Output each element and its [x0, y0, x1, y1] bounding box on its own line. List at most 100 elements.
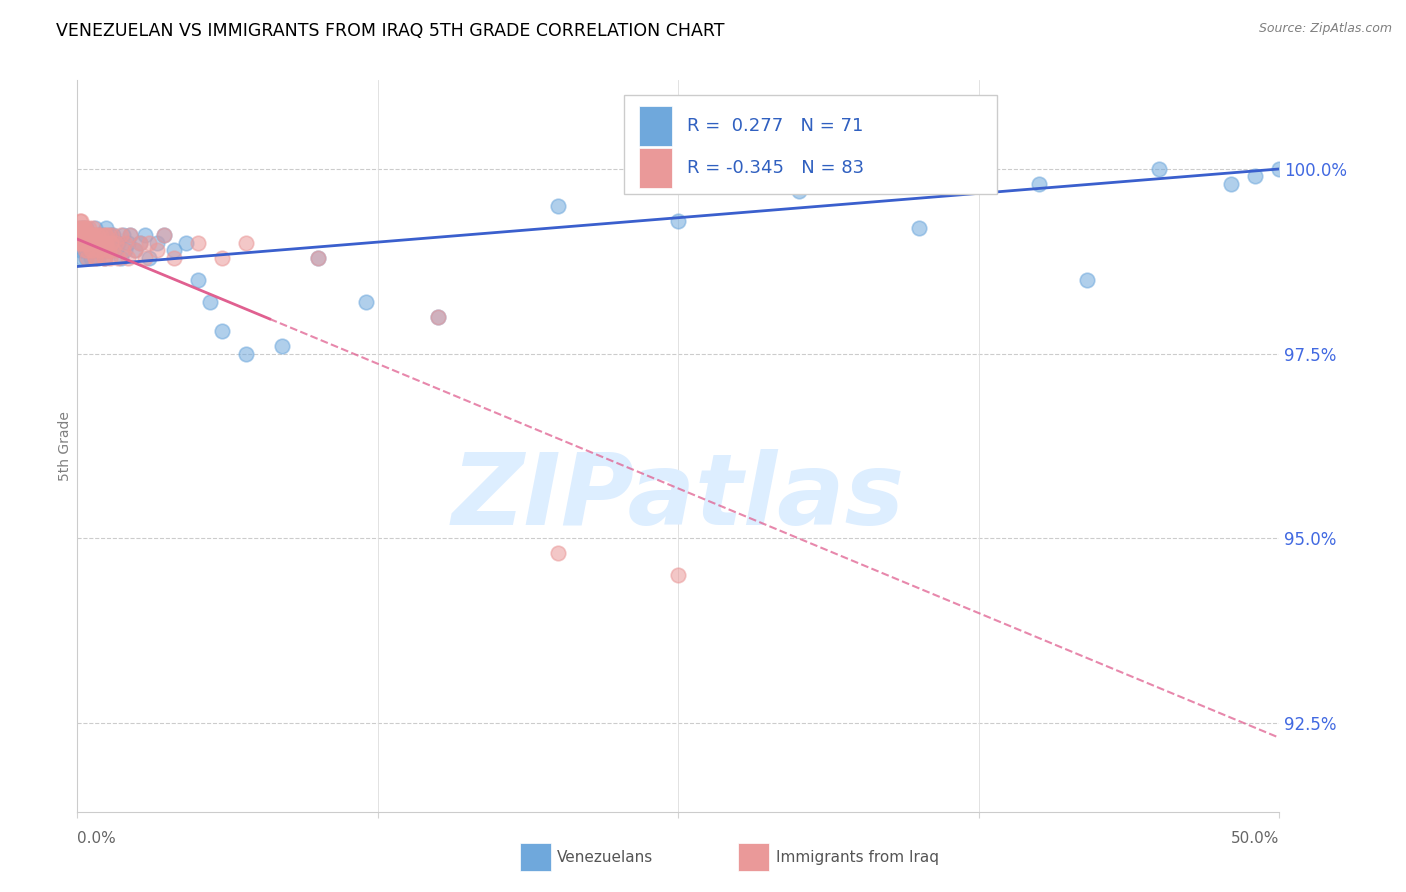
Point — [87, 228, 110, 243]
Point — [145, 244, 167, 258]
Point — [1220, 177, 1243, 191]
Point — [73, 228, 96, 243]
Point — [110, 251, 132, 265]
Text: R =  0.277   N = 71: R = 0.277 N = 71 — [686, 117, 863, 135]
Point — [73, 244, 96, 258]
Point — [96, 244, 118, 258]
Point — [82, 235, 104, 250]
Point — [72, 221, 94, 235]
Text: VENEZUELAN VS IMMIGRANTS FROM IRAQ 5TH GRADE CORRELATION CHART: VENEZUELAN VS IMMIGRANTS FROM IRAQ 5TH G… — [56, 22, 724, 40]
Point — [162, 244, 184, 258]
Point — [70, 228, 93, 243]
Point — [211, 325, 233, 339]
Point — [72, 221, 94, 235]
Point — [75, 251, 97, 265]
Point — [100, 235, 122, 250]
Point — [76, 244, 98, 258]
Point — [75, 228, 97, 243]
Point — [69, 221, 91, 235]
Point — [174, 235, 197, 250]
Point — [73, 235, 96, 250]
Point — [547, 546, 569, 560]
Point — [77, 221, 100, 235]
Point — [97, 244, 120, 258]
Point — [67, 228, 90, 243]
Point — [83, 235, 105, 250]
Point — [128, 235, 150, 250]
Point — [93, 251, 115, 265]
Point — [668, 568, 690, 582]
Point — [114, 235, 136, 250]
Point — [77, 235, 100, 250]
Point — [83, 244, 105, 258]
Point — [69, 213, 91, 227]
Point — [186, 235, 209, 250]
Bar — [638, 106, 672, 146]
Text: R = -0.345   N = 83: R = -0.345 N = 83 — [686, 159, 863, 177]
Point — [67, 235, 90, 250]
Point — [77, 228, 100, 243]
Point — [69, 244, 91, 258]
Point — [87, 235, 110, 250]
Point — [80, 244, 103, 258]
Point — [67, 221, 90, 235]
Bar — [638, 147, 672, 188]
Point — [307, 251, 329, 265]
Point — [90, 244, 112, 258]
Point — [80, 228, 103, 243]
Point — [103, 228, 125, 243]
Point — [82, 235, 104, 250]
Point — [354, 294, 377, 309]
Point — [75, 235, 97, 250]
Point — [90, 235, 112, 250]
Point — [668, 213, 690, 227]
Point — [69, 235, 91, 250]
Point — [67, 235, 90, 250]
Point — [93, 235, 115, 250]
Point — [547, 199, 569, 213]
Point — [79, 235, 101, 250]
Point — [97, 244, 120, 258]
Text: ZIPatlas: ZIPatlas — [451, 449, 905, 546]
Point — [120, 228, 142, 243]
Point — [84, 221, 107, 235]
Point — [67, 228, 90, 243]
Point — [94, 228, 117, 243]
Point — [89, 235, 111, 250]
Point — [82, 221, 104, 235]
Point — [186, 273, 209, 287]
Point — [153, 228, 176, 243]
Point — [120, 228, 142, 243]
Point — [787, 184, 810, 198]
Point — [111, 244, 134, 258]
Point — [70, 228, 93, 243]
Point — [110, 228, 132, 243]
Point — [83, 228, 105, 243]
Point — [908, 221, 931, 235]
Point — [94, 251, 117, 265]
Y-axis label: 5th Grade: 5th Grade — [58, 411, 72, 481]
Point — [86, 235, 108, 250]
Point — [211, 251, 233, 265]
Point — [72, 235, 94, 250]
Point — [270, 339, 292, 353]
Point — [1268, 161, 1291, 176]
Text: Venezuelans: Venezuelans — [557, 850, 652, 864]
Point — [134, 251, 156, 265]
Point — [66, 228, 89, 243]
Point — [1076, 273, 1098, 287]
Point — [117, 251, 139, 265]
Point — [73, 244, 96, 258]
Point — [75, 235, 97, 250]
Point — [73, 235, 96, 250]
Point — [76, 235, 98, 250]
Point — [87, 228, 110, 243]
Point — [153, 228, 176, 243]
Point — [117, 235, 139, 250]
Point — [77, 244, 100, 258]
Point — [70, 251, 93, 265]
Point — [96, 221, 118, 235]
Point — [79, 244, 101, 258]
Text: 0.0%: 0.0% — [77, 831, 117, 846]
Point — [76, 244, 98, 258]
